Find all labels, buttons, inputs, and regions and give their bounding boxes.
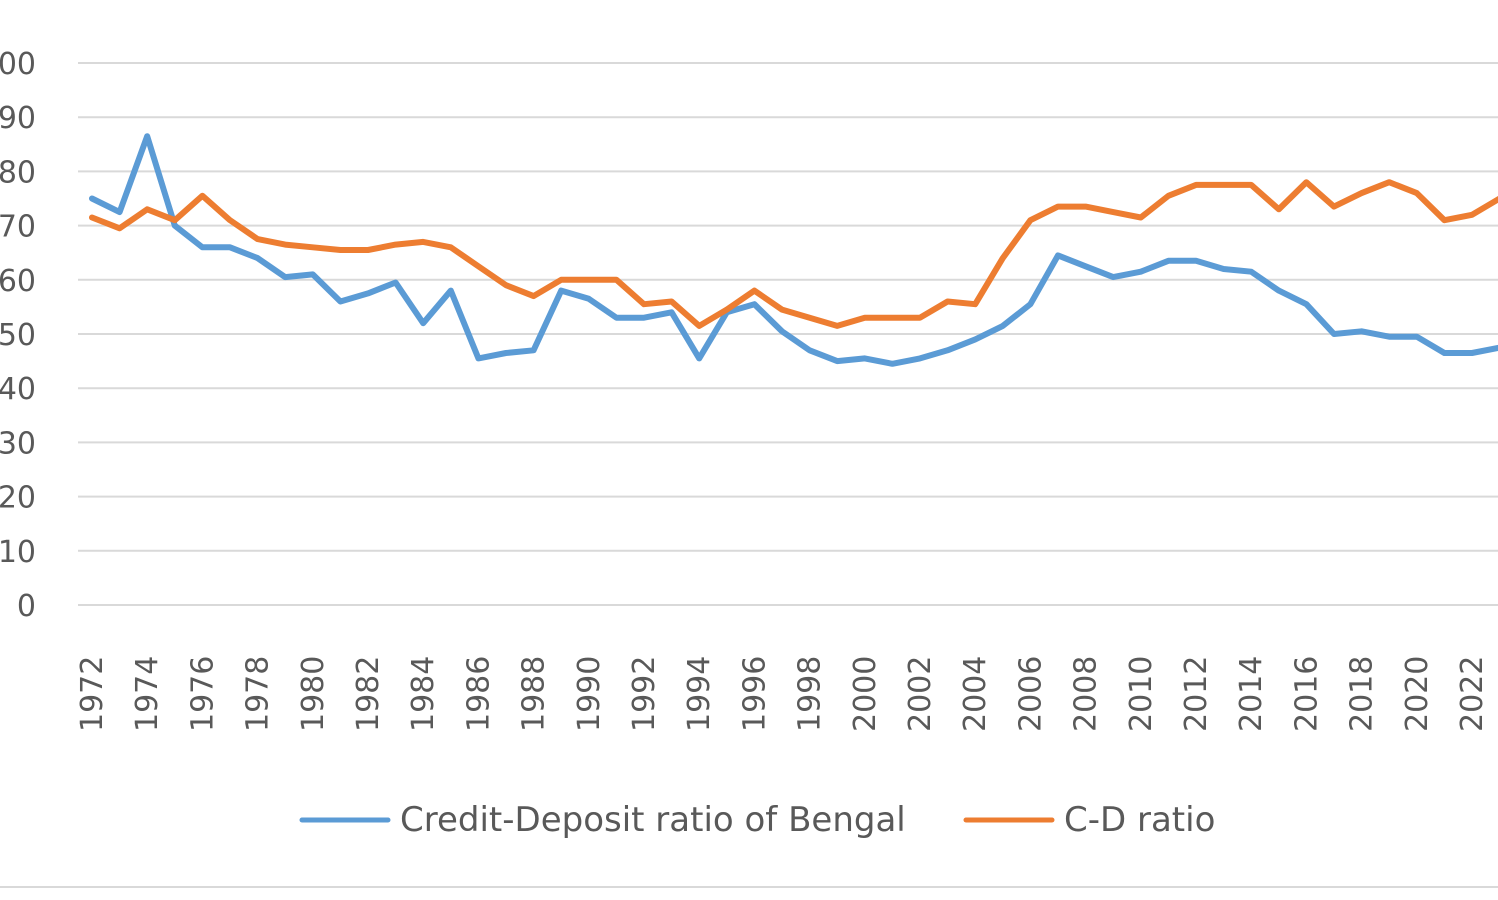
x-tick-label: 1998 <box>793 656 828 732</box>
x-tick-label: 2018 <box>1345 656 1380 732</box>
x-tick-label: 1996 <box>737 656 772 732</box>
x-tick-label: 1988 <box>517 656 552 732</box>
x-tick-label: 2022 <box>1455 656 1490 732</box>
x-tick-label: 1990 <box>572 656 607 732</box>
y-tick-label: 80 <box>0 155 36 190</box>
x-tick-label: 2000 <box>848 656 883 732</box>
y-tick-label: 50 <box>0 318 36 353</box>
x-tick-label: 2016 <box>1289 656 1324 732</box>
x-tick-label: 1984 <box>406 656 441 732</box>
x-tick-label: 2004 <box>958 656 993 732</box>
x-tick-label: 1980 <box>296 656 331 732</box>
y-tick-label: 30 <box>0 426 36 461</box>
legend-label-series-2: C-D ratio <box>1064 800 1215 840</box>
x-axis-ticks: 1972 1974 1976 1978 1980 1982 1984 1986 1988 1990… <box>75 656 1490 732</box>
y-tick-label: 70 <box>0 210 36 245</box>
legend-label-series-1: Credit-Deposit ratio of Bengal <box>400 800 906 840</box>
x-tick-label: 2020 <box>1400 656 1435 732</box>
x-tick-label: 2014 <box>1234 656 1269 732</box>
y-tick-label: 100 <box>0 47 36 82</box>
y-tick-label: 10 <box>0 535 36 570</box>
x-tick-label: 2010 <box>1124 656 1159 732</box>
legend: Credit-Deposit ratio of Bengal C-D ratio <box>299 800 1215 840</box>
x-tick-label: 1982 <box>351 656 386 732</box>
x-tick-label: 1992 <box>627 656 662 732</box>
y-tick-label: 0 <box>17 589 36 624</box>
y-tick-label: 90 <box>0 101 36 136</box>
x-tick-label: 2012 <box>1179 656 1214 732</box>
y-tick-label: 40 <box>0 372 36 407</box>
x-tick-label: 1986 <box>461 656 496 732</box>
series-lines <box>89 133 1498 367</box>
y-tick-label: 20 <box>0 481 36 516</box>
y-axis-ticks: 0 10 20 30 40 50 60 70 80 90 100 <box>0 47 36 624</box>
x-tick-label: 1974 <box>130 656 165 732</box>
series-line-1 <box>89 133 1498 367</box>
x-tick-label: 1994 <box>682 656 717 732</box>
y-tick-label: 60 <box>0 264 36 299</box>
x-tick-label: 1978 <box>241 656 276 732</box>
x-tick-label: 2006 <box>1013 656 1048 732</box>
x-tick-label: 2008 <box>1069 656 1104 732</box>
x-tick-label: 1976 <box>185 656 220 732</box>
x-tick-label: 1972 <box>75 656 110 732</box>
series-line-2 <box>89 179 1498 329</box>
x-tick-label: 2002 <box>903 656 938 732</box>
